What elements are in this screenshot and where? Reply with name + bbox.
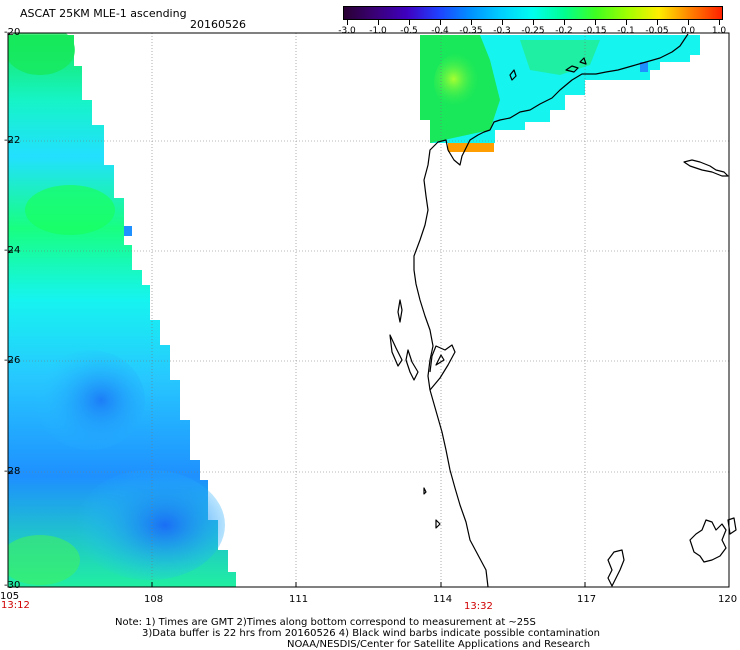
- colorbar-tick-mark: [626, 20, 627, 25]
- colorbar-tick-mark: [440, 20, 441, 25]
- colorbar-tick-label: -3.0: [338, 26, 356, 36]
- note-line-3: NOAA/NESDIS/Center for Satellite Applica…: [287, 639, 591, 650]
- colorbar-tick-mark: [409, 20, 410, 25]
- lat-label: -22: [4, 135, 21, 146]
- colorbar-tick-mark: [347, 20, 348, 25]
- colorbar-tick-label: -0.1: [617, 26, 635, 36]
- lat-label: -20: [4, 27, 21, 38]
- colorbar-tick-label: -0.4: [431, 26, 449, 36]
- lon-label: 117: [577, 594, 597, 605]
- lat-label: -26: [4, 355, 21, 366]
- colorbar-tick-label: 1.0: [711, 26, 727, 36]
- frame-ticks: [8, 140, 586, 587]
- note-line-2: 3)Data buffer is 22 hrs from 20160526 4)…: [142, 628, 600, 639]
- note-line-1: Note: 1) Times are GMT 2)Times along bot…: [115, 617, 536, 628]
- lat-label: -30: [4, 580, 21, 591]
- colorbar-tick-mark: [564, 20, 565, 25]
- product-date: 20160526: [190, 18, 246, 31]
- colorbar-tick-label: -0.3: [493, 26, 511, 36]
- colorbar-tick-label: -0.5: [400, 26, 418, 36]
- left-swath-data: [8, 33, 236, 587]
- time-label-middle: 13:32: [464, 601, 493, 612]
- colorbar-tick-mark: [595, 20, 596, 25]
- colorbar-tick-label: -1.0: [369, 26, 387, 36]
- colorbar-tick-mark: [533, 20, 534, 25]
- product-title: ASCAT 25KM MLE-1 ascending: [20, 7, 187, 20]
- colorbar-tick-mark: [688, 20, 689, 25]
- right-swath-data: [420, 35, 700, 152]
- colorbar-tick-mark: [502, 20, 503, 25]
- colorbar-tick-label: -0.05: [645, 26, 669, 36]
- colorbar-tick-label: 0.0: [680, 26, 696, 36]
- colorbar: [343, 6, 723, 20]
- colorbar-tick-label: -0.15: [583, 26, 607, 36]
- colorbar-tick-mark: [378, 20, 379, 25]
- plot-frame: [7, 32, 730, 588]
- lon-label: 120: [718, 594, 738, 605]
- grid-lines: [8, 33, 729, 587]
- colorbar-tick-mark: [657, 20, 658, 25]
- lon-label: 108: [144, 594, 164, 605]
- colorbar-tick-label: -0.35: [459, 26, 483, 36]
- lat-label: -28: [4, 466, 21, 477]
- lat-label: -24: [4, 245, 21, 256]
- colorbar-tick-mark: [719, 20, 720, 25]
- colorbar-tick-mark: [471, 20, 472, 25]
- colorbar-tick-label: -0.25: [521, 26, 545, 36]
- lon-label: 105: [0, 591, 20, 602]
- lon-label: 114: [433, 594, 453, 605]
- colorbar-tick-label: -0.2: [555, 26, 573, 36]
- lon-label: 111: [289, 594, 309, 605]
- time-label-left: 13:12: [1, 600, 30, 611]
